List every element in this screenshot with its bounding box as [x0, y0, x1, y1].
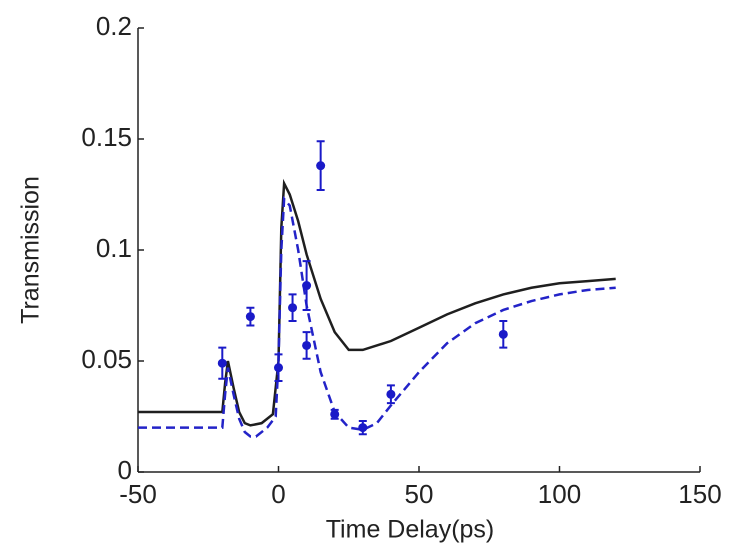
y-tick-label: 0.15	[81, 122, 132, 152]
x-tick-label: 100	[538, 479, 581, 509]
y-tick-label: 0.2	[96, 11, 132, 41]
data-point	[302, 281, 312, 291]
data-point	[498, 329, 508, 339]
data-point	[302, 340, 312, 350]
data-point	[330, 409, 340, 419]
data-point	[217, 358, 227, 368]
data-point	[245, 312, 255, 322]
line	[138, 195, 616, 438]
line	[138, 178, 616, 427]
data-point	[274, 363, 283, 373]
x-axis-title: Time Delay(ps)	[326, 516, 495, 544]
y-tick-label: 0	[118, 455, 132, 485]
x-tick-label: -50	[119, 479, 157, 509]
x-tick-label: 150	[678, 479, 721, 509]
data-point	[386, 389, 396, 399]
x-tick-label: 0	[271, 479, 285, 509]
y-tick-label: 0.1	[96, 233, 132, 263]
y-tick-label: 0.05	[81, 344, 132, 374]
data-point	[316, 161, 326, 171]
data-point	[358, 423, 368, 433]
y-axis-title: Transmission	[17, 176, 45, 324]
data-point	[288, 303, 298, 313]
x-tick-label: 50	[405, 479, 434, 509]
